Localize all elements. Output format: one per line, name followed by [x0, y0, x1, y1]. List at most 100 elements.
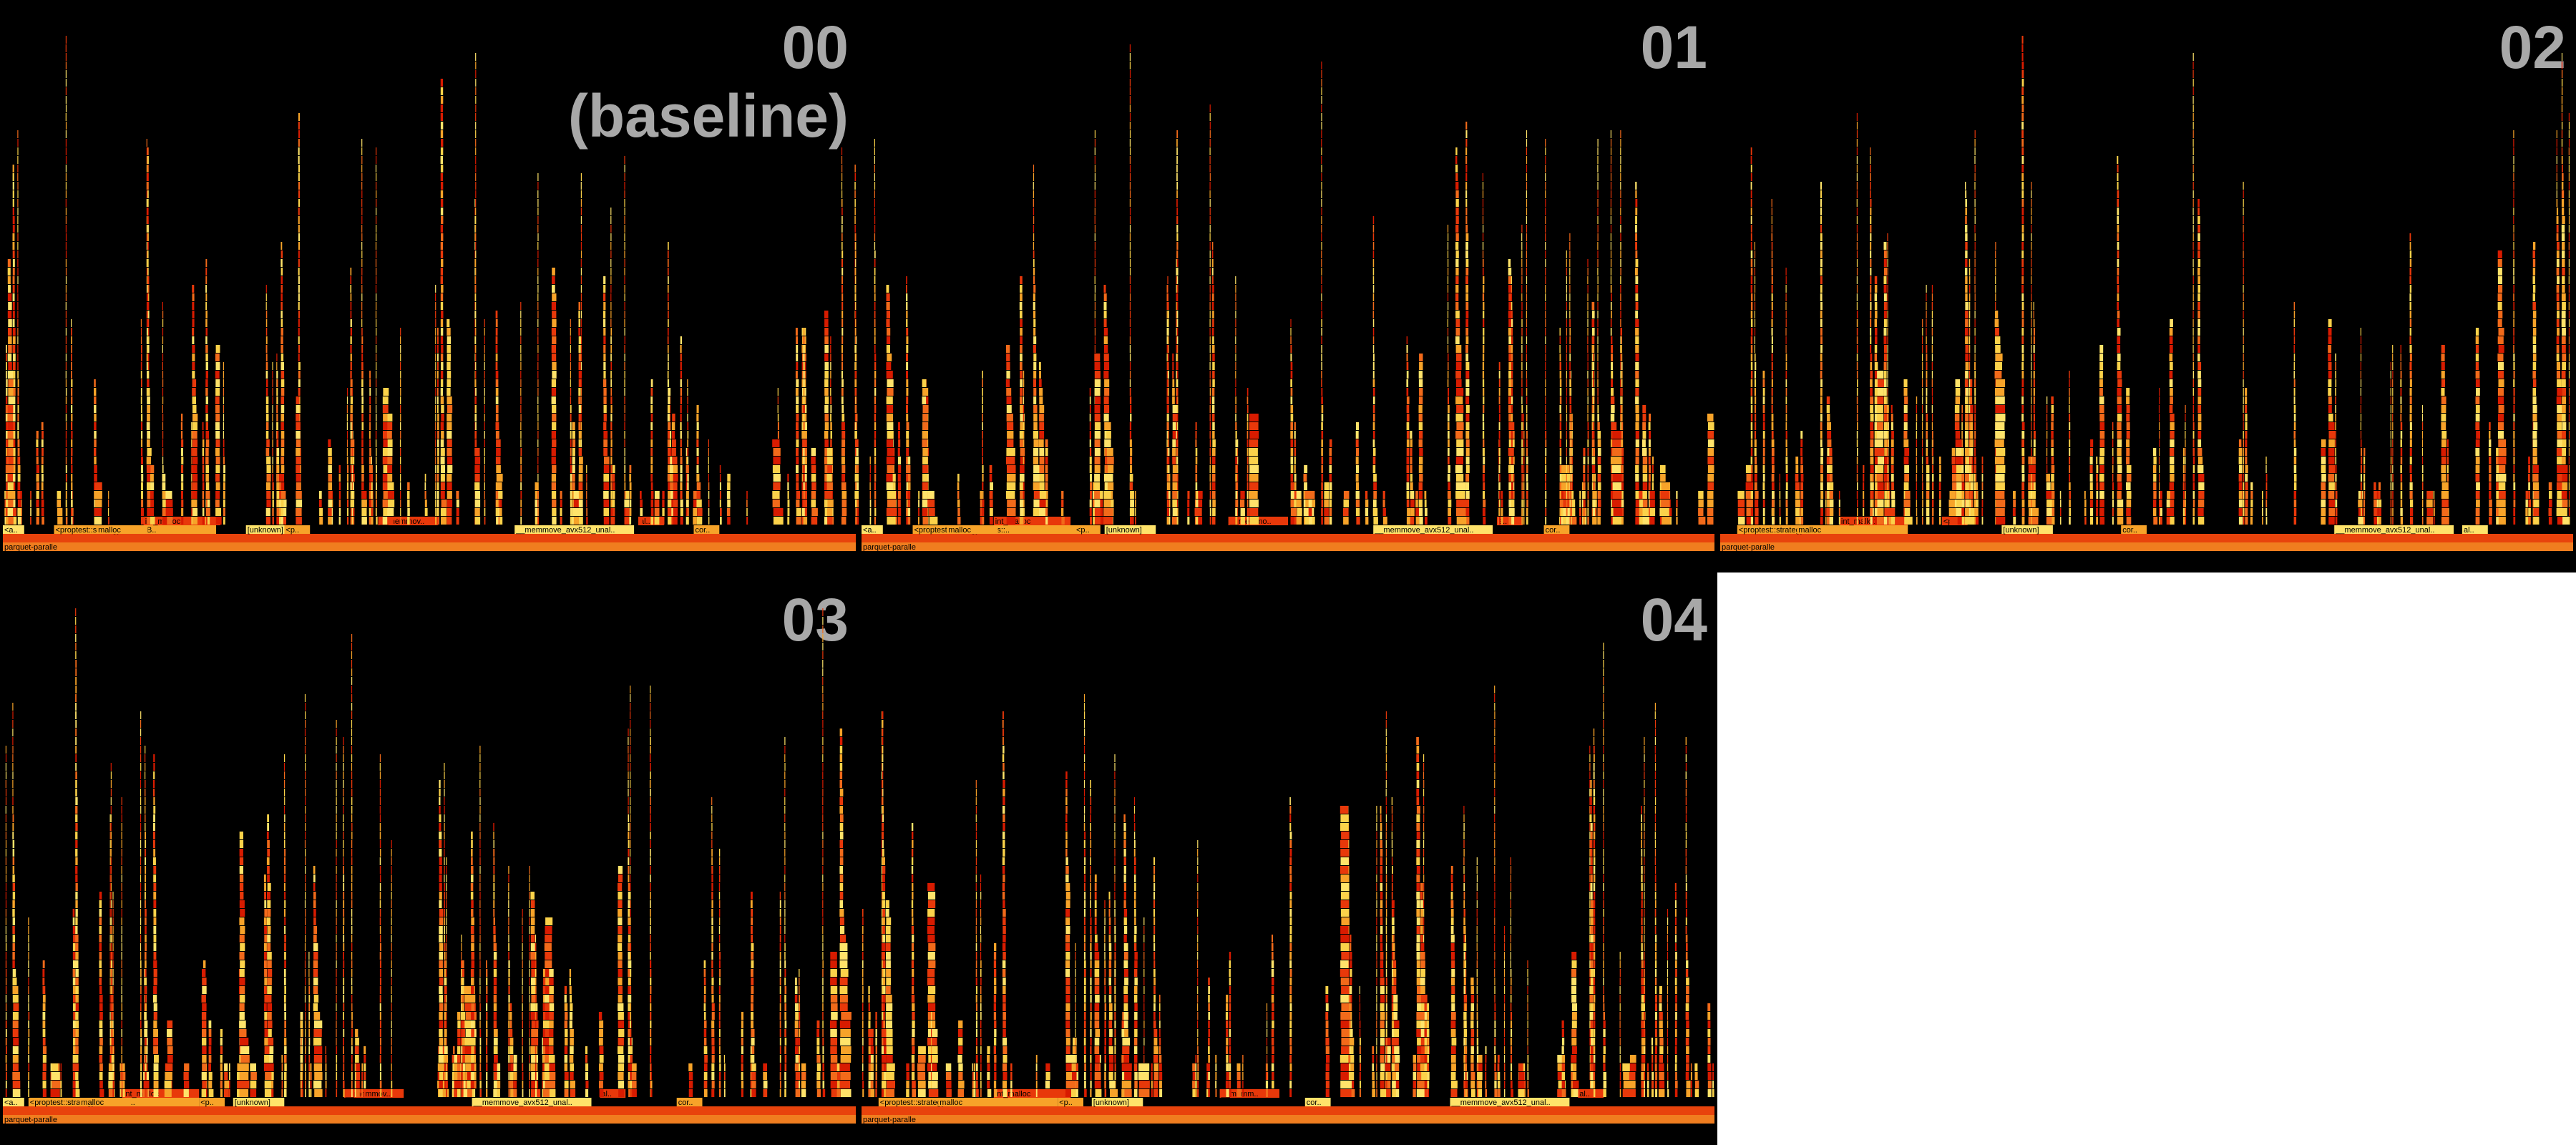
frame[interactable]: [687, 508, 689, 516]
frame[interactable]: [1511, 431, 1513, 439]
frame[interactable]: [447, 388, 451, 396]
frame[interactable]: [1455, 199, 1459, 207]
frame[interactable]: [687, 405, 688, 413]
frame[interactable]: [1570, 482, 1572, 490]
frame[interactable]: [1172, 439, 1176, 447]
frame[interactable]: [2498, 362, 2504, 370]
frame[interactable]: [957, 482, 960, 490]
frame[interactable]: [1931, 396, 1933, 404]
frame[interactable]: [30, 500, 31, 507]
frame[interactable]: [1246, 465, 1249, 473]
frame[interactable]: [215, 465, 220, 473]
frame[interactable]: [8, 328, 12, 336]
frame[interactable]: [805, 422, 807, 430]
frame[interactable]: [1870, 517, 1874, 525]
frame[interactable]: [1129, 130, 1131, 138]
frame[interactable]: [280, 362, 285, 370]
frame[interactable]: [192, 345, 195, 353]
frame[interactable]: [1235, 414, 1236, 422]
frame[interactable]: [874, 165, 875, 172]
frame[interactable]: [1545, 457, 1546, 464]
frame[interactable]: [1176, 457, 1177, 464]
frame[interactable]: [6, 508, 8, 516]
frame[interactable]: [1621, 371, 1623, 379]
frame[interactable]: [1523, 439, 1525, 447]
frame[interactable]: [475, 233, 477, 241]
frame[interactable]: [796, 457, 799, 464]
frame[interactable]: [537, 190, 539, 198]
frame[interactable]: [1187, 508, 1190, 516]
frame[interactable]: [1521, 259, 1523, 267]
frame[interactable]: [2033, 371, 2035, 379]
frame[interactable]: [8, 517, 14, 525]
frame[interactable]: [572, 482, 575, 490]
frame[interactable]: [298, 285, 300, 293]
frame[interactable]: [1523, 431, 1525, 439]
frame[interactable]: [886, 482, 893, 490]
frame[interactable]: [989, 465, 992, 473]
frame[interactable]: [804, 431, 807, 439]
frame[interactable]: [680, 517, 683, 525]
frame[interactable]: [1570, 474, 1572, 482]
frame[interactable]: [580, 362, 582, 370]
frame[interactable]: [2033, 396, 2035, 404]
frame[interactable]: [2513, 336, 2514, 344]
frame[interactable]: [1329, 465, 1332, 473]
frame[interactable]: [146, 354, 148, 361]
frame[interactable]: [989, 491, 993, 499]
frame[interactable]: [2033, 474, 2036, 482]
frame[interactable]: [1545, 199, 1546, 207]
frame[interactable]: [1129, 190, 1131, 198]
frame[interactable]: [1545, 354, 1546, 361]
frame[interactable]: [874, 379, 877, 387]
frame[interactable]: [1545, 405, 1546, 413]
frame[interactable]: [1613, 474, 1622, 482]
frame[interactable]: [296, 457, 301, 464]
frame[interactable]: [1455, 190, 1459, 198]
frame[interactable]: [654, 508, 660, 516]
frame[interactable]: [12, 405, 16, 413]
frame[interactable]: [1294, 422, 1296, 430]
frame[interactable]: [1939, 465, 1941, 473]
frame[interactable]: [2021, 53, 2024, 61]
frame[interactable]: [1569, 259, 1571, 267]
frame[interactable]: [376, 482, 377, 490]
frame[interactable]: [484, 328, 485, 336]
frame[interactable]: [475, 431, 477, 439]
frame[interactable]: [667, 259, 669, 267]
frame[interactable]: [12, 396, 16, 404]
frame[interactable]: [1321, 104, 1322, 112]
frame[interactable]: [162, 439, 164, 447]
frame[interactable]: [746, 500, 748, 507]
frame[interactable]: [296, 500, 303, 507]
frame[interactable]: [680, 482, 683, 490]
frame[interactable]: [1329, 482, 1332, 490]
frame[interactable]: [1075, 525, 1101, 534]
frame[interactable]: [1583, 508, 1586, 516]
frame[interactable]: [2513, 388, 2515, 396]
frame[interactable]: [855, 422, 857, 430]
frame[interactable]: [1023, 474, 1025, 482]
frame[interactable]: [841, 354, 844, 361]
frame[interactable]: [42, 448, 44, 456]
frame[interactable]: [12, 500, 16, 507]
frame[interactable]: [65, 474, 67, 482]
frame[interactable]: [1569, 345, 1571, 353]
frame[interactable]: [12, 293, 15, 301]
frame[interactable]: [874, 156, 875, 164]
frame[interactable]: [1559, 362, 1562, 370]
frame[interactable]: [2069, 465, 2071, 473]
frame[interactable]: [1382, 500, 1385, 507]
frame[interactable]: [2099, 448, 2105, 456]
frame[interactable]: [447, 345, 451, 353]
frame[interactable]: [1166, 482, 1169, 490]
frame[interactable]: [94, 431, 97, 439]
frame[interactable]: [1579, 500, 1581, 507]
frame[interactable]: [824, 319, 829, 327]
frame[interactable]: [1521, 354, 1523, 361]
frame[interactable]: [826, 491, 832, 499]
frame[interactable]: [1587, 268, 1589, 276]
root-frame[interactable]: [862, 542, 1714, 551]
frame[interactable]: [1005, 491, 1015, 499]
frame[interactable]: [667, 405, 670, 413]
